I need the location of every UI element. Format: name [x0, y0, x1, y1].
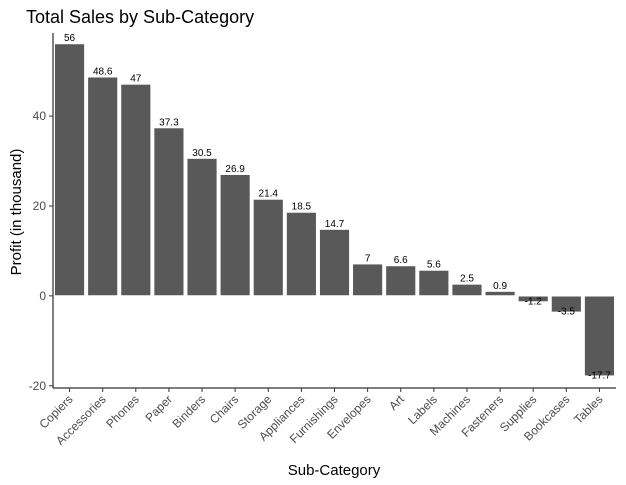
- data-label: 2.5: [460, 274, 474, 285]
- data-label: 0.9: [493, 281, 507, 292]
- bar: [187, 158, 217, 296]
- y-axis-title: Profit (in thousand): [8, 149, 25, 276]
- data-label: -1.2: [525, 296, 543, 307]
- data-label: 14.7: [325, 219, 345, 230]
- bar: [121, 84, 151, 296]
- data-label: -17.7: [588, 370, 611, 381]
- bar: [452, 284, 482, 296]
- bar: [584, 295, 615, 376]
- data-label: 7: [365, 253, 371, 264]
- x-tick-label: Binders: [169, 392, 208, 431]
- bar: [485, 291, 515, 296]
- x-tick-label: Phones: [103, 392, 142, 431]
- data-label: 30.5: [192, 148, 212, 159]
- bar: [220, 175, 250, 296]
- y-tick-label: 0: [39, 289, 46, 303]
- x-tick-label: Art: [386, 392, 407, 413]
- bar: [286, 212, 316, 296]
- bar: [518, 295, 548, 302]
- data-label: 21.4: [259, 189, 279, 200]
- data-label: 26.9: [225, 164, 245, 175]
- bar: [353, 264, 383, 296]
- plot-area: 56 48.6 47 37.3 30.5 26.9 21.4 18.5 14.7 7 6.6 5.6 2…: [29, 33, 616, 448]
- x-tick-label: Tables: [571, 392, 605, 426]
- bar: [386, 266, 416, 296]
- bar: [551, 295, 581, 312]
- data-label: 18.5: [292, 202, 312, 213]
- bar: [253, 199, 283, 296]
- data-label: 37.3: [159, 117, 179, 128]
- bar: [154, 128, 184, 296]
- bar: [88, 77, 118, 296]
- bar: [319, 229, 350, 296]
- data-label: 48.6: [93, 66, 113, 77]
- data-label: 5.6: [427, 260, 441, 271]
- bar: [54, 44, 85, 296]
- y-tick-label: 20: [33, 199, 47, 213]
- data-label: 6.6: [394, 255, 408, 266]
- y-tick-label: -20: [29, 379, 47, 393]
- x-axis-title: Sub-Category: [288, 462, 381, 479]
- y-tick-label: 40: [33, 109, 47, 123]
- data-label: -3.5: [558, 307, 576, 318]
- data-label: 47: [130, 74, 142, 85]
- data-label: 56: [64, 33, 76, 44]
- bar: [419, 270, 449, 296]
- chart-title: Total Sales by Sub-Category: [26, 7, 254, 27]
